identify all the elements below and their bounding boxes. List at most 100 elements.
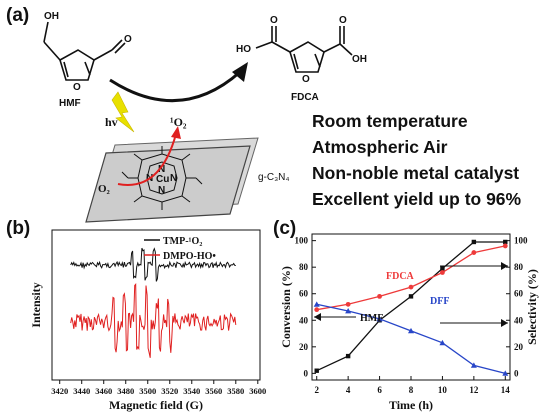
hmf-data-point [440,266,445,271]
legend-dmpo-label: DMPO-HO• [163,251,216,262]
panel-c-x-tick-label: 6 [377,385,382,395]
panel-c-ylabel-left: Conversion (%) [279,266,293,348]
panel-c-y-tick-label-right: 20 [514,342,524,352]
fdca-data-point [377,293,382,299]
panel-c-x-tick-label: 8 [409,385,414,395]
dff-data-point [439,339,446,346]
fdca-ring-o-atom: O [302,74,310,85]
dff-data-point [345,307,352,314]
panel-c-y-tick-label-left: 100 [295,236,309,246]
hmf-series-label: HMF [360,313,383,324]
fdca-data-point [440,270,445,275]
reaction-arrow [109,70,241,103]
hmf-data-point [314,368,319,373]
catalyst-n-atom-top: N [158,164,165,175]
panel-c-y-tick-label-left: 60 [299,289,309,299]
panel-b-x-tick-label: 3460 [95,386,112,396]
panel-b-x-tick-label: 3520 [161,386,178,396]
panel-b-x-tick-label: 3500 [139,386,156,396]
lightning-bolt-icon [111,91,135,133]
panel-c-y-tick-label-left: 80 [299,262,309,272]
oxygen-activation-arrowhead [171,126,181,139]
panel-c-y-tick-label-right: 40 [514,315,524,325]
panel-b-x-tick-label: 3540 [183,386,200,396]
hmf-data-point [345,353,351,359]
panel-c-y-tick-label-right: 60 [514,289,524,299]
hmf-data-point [503,239,508,245]
catalyst-n-atom-right: N [170,173,177,184]
hmf-oh-atom: OH [44,11,59,22]
dff-data-point [502,370,509,376]
fdca-data-point [314,307,320,313]
panel-c-label: (c) [273,218,297,239]
panel-c-y-tick-label-right: 0 [514,368,519,378]
hmf-axis-arrowhead [314,313,321,321]
panel-c-x-tick-label: 12 [469,385,479,395]
panel-c-y-tick-label-left: 0 [304,368,309,378]
fdca-right-oh-atom: OH [352,54,367,65]
panel-b-x-tick-label: 3600 [249,386,266,396]
fdca-data-point [471,250,477,255]
panel-b-x-tick-label: 3420 [51,386,68,396]
catalyst-cu-atom: Cu [156,174,169,185]
dff-data-point [470,362,477,368]
legend-tmp-label: TMP-¹O₂ [163,236,202,247]
oxygen-activation-arrow [117,133,177,186]
panel-c-x-tick-label: 10 [438,385,448,395]
reaction-arrowhead [232,62,248,82]
condition-excellent-yield: Excellent yield up to 96% [312,189,522,209]
dff-data-point [408,327,414,334]
product-label: FDCA [291,92,319,103]
reactant-label: HMF [59,98,81,109]
panel-c-ylabel-right: Selectivity (%) [525,269,539,345]
dff-series-label: DFF [430,296,449,307]
panel-b-label: (b) [6,218,31,239]
panel-c-y-tick-label-left: 40 [299,315,309,325]
fdca-series-label: FDCA [386,271,415,282]
panel-b-x-tick-label: 3480 [117,386,134,396]
selectivity-axis-arrowhead-upper [501,262,508,270]
panel-c-y-tick-label-left: 20 [299,342,309,352]
hmf-series-line [316,241,506,372]
fdca-data-point [408,284,414,290]
panel-b-x-tick-label: 3580 [227,386,244,396]
fdca-left-o-atom: O [270,15,278,26]
panel-b-xlabel: Magnetic field (G) [109,398,203,412]
dmpo-signal-trace [70,283,237,358]
fdca-structure [255,26,353,73]
panel-b-ylabel: Intensity [29,282,43,327]
panel-b-x-tick-label: 3560 [205,386,222,396]
panel-c-y-tick-label-right: 100 [514,236,528,246]
panel-b-x-ticks: 3420 3440 3460 3480 3500 3520 3540 3560 3580 3600 [51,380,266,396]
hmf-aldehyde-o-atom: O [124,34,132,45]
light-label: hv [105,115,118,129]
fdca-right-o-atom: O [339,15,347,26]
panel-b-plot-frame [51,229,261,381]
panel-c-x-tick-label: 2 [314,385,319,395]
panel-c-y-tick-label-right: 80 [514,262,524,272]
panel-c-xlabel: Time (h) [389,398,433,412]
condition-atmospheric-air: Atmospheric Air [312,137,448,157]
fdca-left-ho-atom: HO [236,44,251,55]
condition-room-temperature: Room temperature [312,111,468,131]
panel-a-label: (a) [6,5,30,26]
dff-series-line [316,303,506,375]
catalyst-n-atom-bottom: N [158,185,165,196]
hmf-structure [43,21,126,81]
panel-c-x-tick-label: 4 [346,385,351,395]
oxygen-label: O₂ [98,183,111,195]
conditions-list: Room temperature Atmospheric Air Non-nob… [312,108,521,212]
singlet-oxygen-label: ¹O₂ [170,115,187,129]
hmf-ring-o-atom: O [73,82,81,93]
support-label: g-C₃N₄ [258,172,290,183]
panel-b-x-tick-label: 3440 [73,386,90,396]
tmp-signal-trace [70,247,236,282]
selectivity-axis-arrowhead-lower [501,319,508,327]
condition-non-noble-catalyst: Non-noble metal catalyst [312,163,520,183]
dff-data-point [376,315,383,322]
g-c3n4-front-sheet [85,145,251,223]
